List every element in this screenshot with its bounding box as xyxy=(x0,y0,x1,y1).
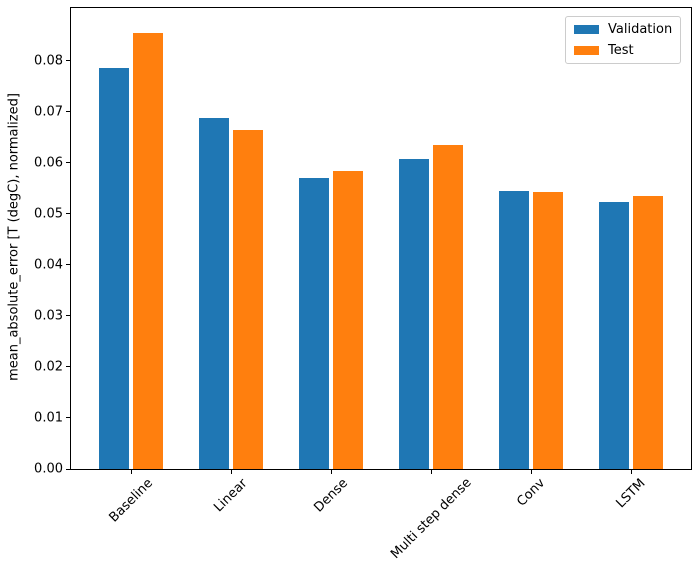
y-tick-mark xyxy=(66,264,70,266)
x-tick-mark xyxy=(130,470,132,474)
y-tick-label: 0.01 xyxy=(34,410,63,426)
y-tick-mark xyxy=(66,417,70,419)
y-tick-mark xyxy=(66,162,70,164)
bar-validation-conv xyxy=(499,190,529,469)
y-tick-mark xyxy=(66,315,70,317)
x-tick-label-lstm: LSTM xyxy=(612,476,649,512)
bar-validation-lstm xyxy=(599,201,629,469)
bar-test-conv xyxy=(533,191,563,469)
x-tick-mark xyxy=(630,470,632,474)
x-tick-label-multi-step-dense: Multi step dense xyxy=(387,475,475,563)
bar-validation-dense xyxy=(299,177,329,469)
y-tick-mark xyxy=(66,60,70,62)
y-tick-label: 0.00 xyxy=(34,461,63,477)
x-tick-label-conv: Conv xyxy=(513,475,548,510)
x-tick-label-baseline: Baseline xyxy=(105,475,156,526)
x-tick-mark xyxy=(430,470,432,474)
legend-label-validation: Validation xyxy=(608,22,673,37)
y-axis-label: mean_absolute_error [T (degC), normalize… xyxy=(6,93,22,381)
x-tick-label-linear: Linear xyxy=(211,475,251,516)
y-tick-mark xyxy=(66,111,70,113)
legend-swatch-test-icon xyxy=(574,46,599,55)
y-tick-mark xyxy=(66,468,70,470)
y-tick-label: 0.03 xyxy=(34,308,63,324)
legend: Validation Test xyxy=(565,16,682,64)
plot-area xyxy=(70,7,692,470)
x-tick-label-dense: Dense xyxy=(310,475,351,516)
y-tick-mark xyxy=(66,366,70,368)
legend-entry-test: Test xyxy=(574,43,672,58)
bar-test-multi-step-dense xyxy=(433,145,463,469)
y-tick-mark xyxy=(66,213,70,215)
bar-validation-multi-step-dense xyxy=(399,159,429,469)
bar-test-dense xyxy=(333,171,363,469)
x-tick-mark xyxy=(330,470,332,474)
y-tick-label: 0.04 xyxy=(34,257,63,273)
bar-test-baseline xyxy=(133,32,163,469)
legend-label-test: Test xyxy=(608,43,634,58)
x-tick-mark xyxy=(530,470,532,474)
x-tick-mark xyxy=(230,470,232,474)
y-tick-label: 0.06 xyxy=(34,155,63,171)
bar-test-linear xyxy=(233,130,263,469)
y-tick-label: 0.08 xyxy=(34,53,63,69)
legend-swatch-validation-icon xyxy=(574,25,599,34)
bar-test-lstm xyxy=(633,196,663,469)
bar-validation-baseline xyxy=(99,68,129,469)
y-tick-label: 0.02 xyxy=(34,359,63,375)
bar-validation-linear xyxy=(199,117,229,469)
y-tick-label: 0.07 xyxy=(34,104,63,120)
legend-entry-validation: Validation xyxy=(574,22,672,37)
y-tick-label: 0.05 xyxy=(34,206,63,222)
